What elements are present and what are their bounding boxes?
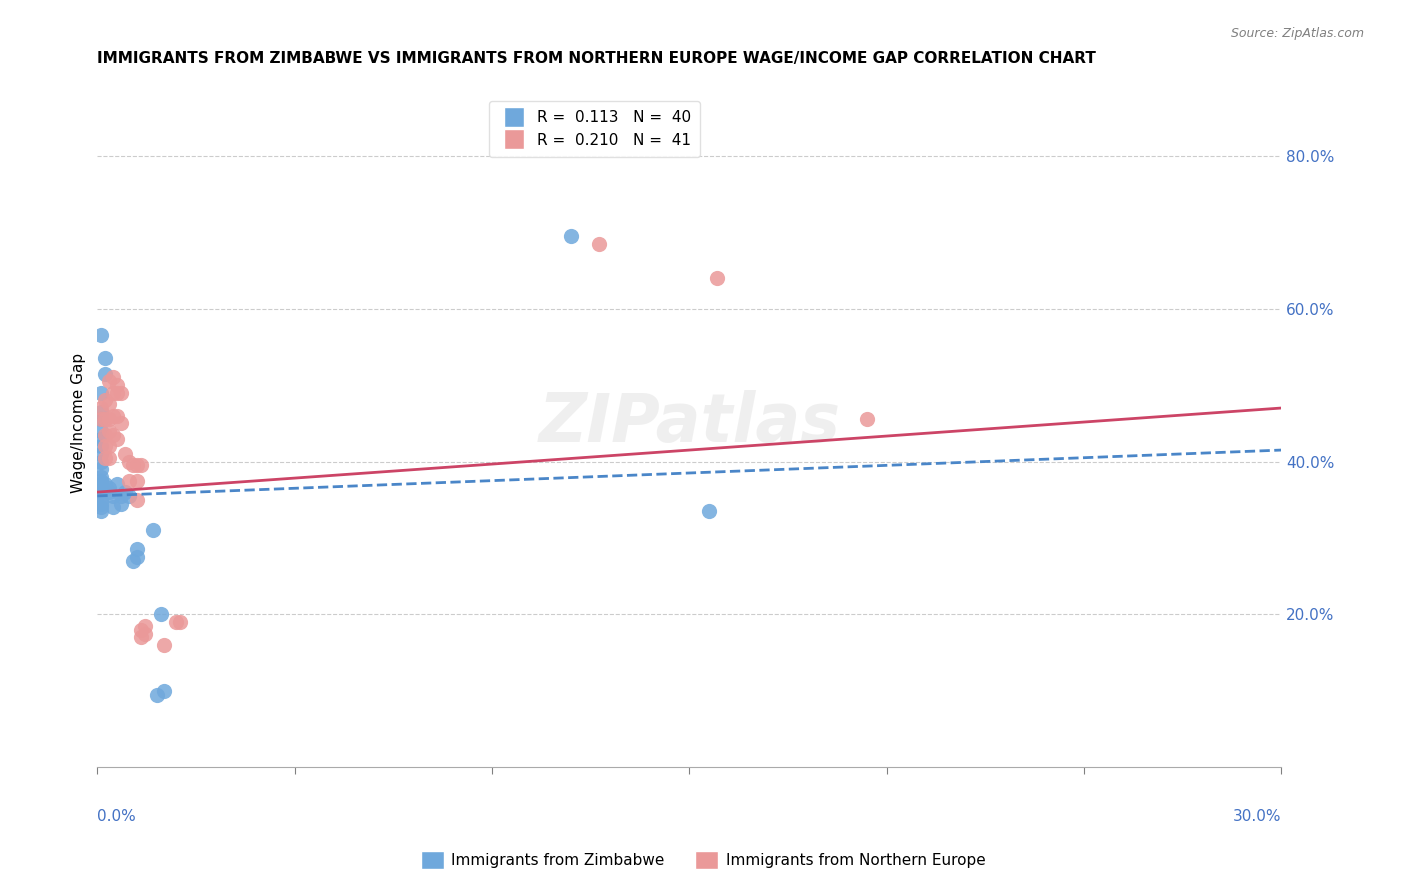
Point <box>153 683 176 698</box>
Point <box>90 412 112 426</box>
Point <box>94 477 117 491</box>
Point <box>588 236 610 251</box>
Point <box>90 447 112 461</box>
Point <box>114 447 136 461</box>
Point <box>94 393 117 408</box>
Point <box>125 492 148 507</box>
Point <box>149 607 172 622</box>
Point <box>90 481 112 495</box>
Point <box>90 432 112 446</box>
Legend: Immigrants from Zimbabwe, Immigrants from Northern Europe: Immigrants from Zimbabwe, Immigrants fro… <box>415 845 991 875</box>
Point <box>94 367 117 381</box>
Point <box>90 424 112 438</box>
Point <box>90 454 112 468</box>
Point <box>90 492 112 507</box>
Point <box>90 474 112 488</box>
Point <box>105 409 128 423</box>
Point <box>125 542 148 557</box>
Point <box>90 328 112 343</box>
Point <box>94 450 117 465</box>
Point <box>90 462 112 476</box>
Point <box>114 485 136 500</box>
Point <box>98 397 121 411</box>
Point <box>118 454 141 468</box>
Point <box>105 432 128 446</box>
Point <box>153 638 176 652</box>
Point <box>90 412 112 426</box>
Point <box>142 524 165 538</box>
Point <box>129 458 152 473</box>
Text: Source: ZipAtlas.com: Source: ZipAtlas.com <box>1230 27 1364 40</box>
Point <box>94 412 117 426</box>
Point <box>101 500 124 515</box>
Point <box>118 489 141 503</box>
Point <box>98 481 121 495</box>
Point <box>110 489 132 503</box>
Point <box>98 439 121 453</box>
Point <box>94 351 117 366</box>
Point <box>90 477 112 491</box>
Point <box>129 630 152 644</box>
Point <box>90 500 112 515</box>
Text: ZIPatlas: ZIPatlas <box>538 391 841 457</box>
Text: 30.0%: 30.0% <box>1233 808 1281 823</box>
Text: IMMIGRANTS FROM ZIMBABWE VS IMMIGRANTS FROM NORTHERN EUROPE WAGE/INCOME GAP CORR: IMMIGRANTS FROM ZIMBABWE VS IMMIGRANTS F… <box>97 51 1097 66</box>
Point <box>98 450 121 465</box>
Point <box>90 405 112 419</box>
Point <box>90 485 112 500</box>
Point <box>706 271 728 285</box>
Point <box>125 458 148 473</box>
Point <box>90 439 112 453</box>
Point <box>165 615 187 629</box>
Point <box>560 229 582 244</box>
Point <box>169 615 191 629</box>
Point <box>90 497 112 511</box>
Point <box>856 412 879 426</box>
Point <box>101 489 124 503</box>
Point <box>110 497 132 511</box>
Point <box>118 474 141 488</box>
Y-axis label: Wage/Income Gap: Wage/Income Gap <box>72 353 86 493</box>
Point <box>98 424 121 438</box>
Point <box>94 439 117 453</box>
Point <box>105 477 128 491</box>
Point <box>105 378 128 392</box>
Point <box>145 688 167 702</box>
Point <box>101 385 124 400</box>
Point <box>122 554 145 568</box>
Point <box>110 385 132 400</box>
Legend: R =  0.113   N =  40, R =  0.210   N =  41: R = 0.113 N = 40, R = 0.210 N = 41 <box>489 101 700 157</box>
Point <box>125 550 148 565</box>
Point <box>98 485 121 500</box>
Point <box>101 409 124 423</box>
Text: 0.0%: 0.0% <box>97 808 136 823</box>
Point <box>94 427 117 442</box>
Point <box>101 370 124 384</box>
Point <box>98 412 121 426</box>
Point <box>134 619 156 633</box>
Point <box>105 385 128 400</box>
Point <box>125 474 148 488</box>
Point <box>697 504 720 518</box>
Point <box>90 401 112 415</box>
Point <box>122 458 145 473</box>
Point <box>90 385 112 400</box>
Point <box>129 623 152 637</box>
Point <box>90 504 112 518</box>
Point <box>134 626 156 640</box>
Point <box>110 417 132 431</box>
Point <box>101 427 124 442</box>
Point <box>90 470 112 484</box>
Point <box>98 374 121 388</box>
